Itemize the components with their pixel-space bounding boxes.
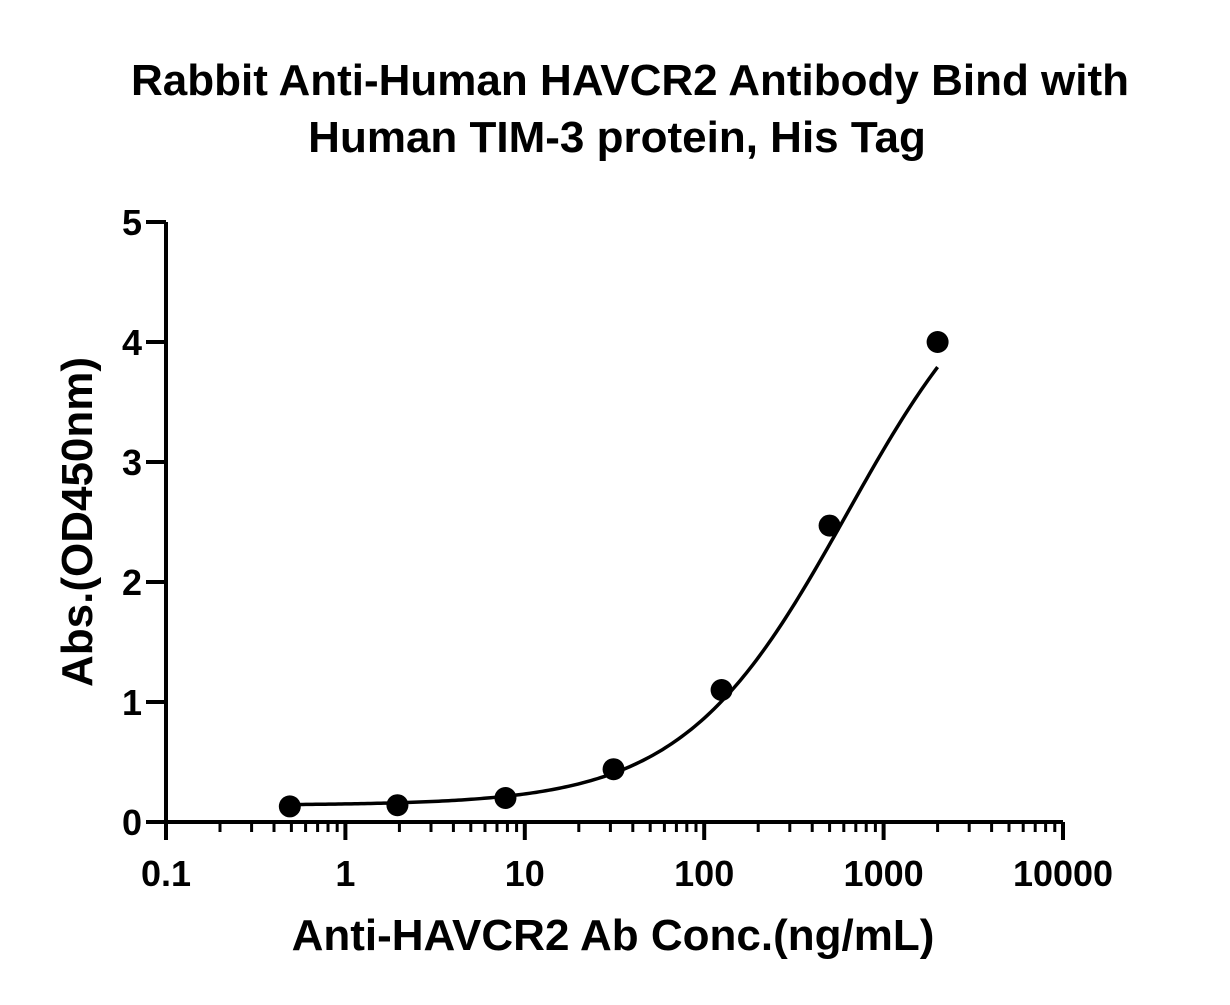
plot-area bbox=[278, 331, 949, 818]
y-axis: 0 1 2 3 4 5 bbox=[122, 202, 168, 843]
y-tick-label: 5 bbox=[122, 202, 142, 243]
chart-title-line-1: Rabbit Anti-Human HAVCR2 Antibody Bind w… bbox=[131, 56, 1129, 105]
y-tick-label: 2 bbox=[122, 562, 142, 603]
x-tick-label: 10000 bbox=[1013, 853, 1113, 894]
x-tick-label: 10 bbox=[505, 853, 545, 894]
y-tick-label: 3 bbox=[122, 442, 142, 483]
data-point bbox=[278, 795, 301, 818]
fit-curve bbox=[289, 366, 940, 807]
y-axis-label: Abs.(OD450nm) bbox=[53, 357, 102, 687]
data-point bbox=[494, 787, 517, 809]
x-tick-label: 100 bbox=[674, 853, 734, 894]
x-axis: 0.1 1 10 100 1000 10000 bbox=[141, 820, 1113, 894]
data-point bbox=[926, 331, 949, 353]
x-axis-label: Anti-HAVCR2 Ab Conc.(ng/mL) bbox=[292, 911, 935, 960]
chart-title-line-2: Human TIM-3 protein, His Tag bbox=[308, 113, 926, 162]
data-point bbox=[602, 758, 625, 781]
data-point bbox=[818, 514, 841, 537]
y-tick-label: 1 bbox=[122, 682, 142, 723]
y-tick-label: 0 bbox=[122, 802, 142, 843]
x-tick-label: 1 bbox=[335, 853, 355, 894]
data-point bbox=[710, 679, 733, 701]
y-tick-label: 4 bbox=[122, 322, 142, 363]
chart-title: Rabbit Anti-Human HAVCR2 Antibody Bind w… bbox=[131, 56, 1129, 162]
data-point bbox=[386, 794, 409, 817]
x-tick-label: 1000 bbox=[844, 853, 924, 894]
x-tick-label: 0.1 bbox=[141, 853, 191, 894]
